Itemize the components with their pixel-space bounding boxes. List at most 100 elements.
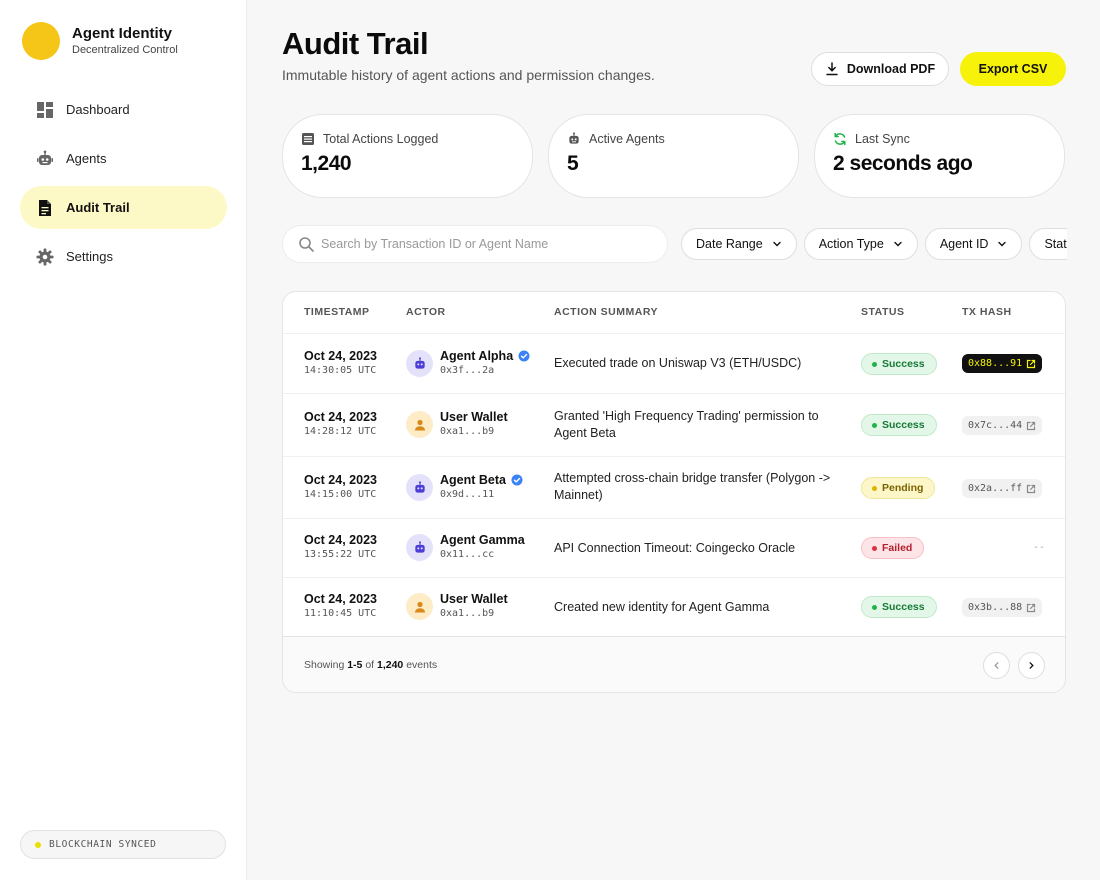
chevron-down-icon — [894, 241, 902, 247]
stat-value: 2 seconds ago — [833, 152, 973, 175]
row-time: 13:55:22 UTC — [304, 549, 377, 560]
download-pdf-label: Download PDF — [846, 62, 936, 76]
status-text: Success — [882, 358, 925, 370]
user-icon — [414, 419, 425, 430]
robot-icon — [569, 132, 579, 144]
dashboard-icon — [35, 100, 55, 120]
search-input[interactable] — [321, 237, 641, 251]
column-header-status[interactable]: STATUS — [861, 306, 905, 318]
action-summary: API Connection Timeout: Coingecko Oracle — [554, 541, 796, 555]
audit-table: TIMESTAMP ACTOR ACTION SUMMARY STATUS TX… — [282, 291, 1066, 693]
stat-label: Last Sync — [855, 132, 910, 146]
table-footer: Showing 1-5 of 1,240 events — [283, 636, 1065, 692]
row-date: Oct 24, 2023 — [304, 533, 377, 547]
external-link-icon — [1027, 421, 1036, 430]
user-avatar — [406, 411, 433, 438]
sync-icon — [834, 132, 846, 146]
brand[interactable]: Agent Identity Decentralized Control — [22, 22, 178, 60]
download-icon — [826, 62, 838, 76]
row-date: Oct 24, 2023 — [304, 349, 377, 363]
gear-icon — [35, 247, 55, 267]
brand-subtitle: Decentralized Control — [72, 44, 178, 56]
actor-name[interactable]: Agent Gamma — [440, 533, 525, 547]
filter-agent-id[interactable]: Agent ID — [924, 228, 1023, 260]
next-page-button[interactable] — [1018, 652, 1045, 679]
row-date: Oct 24, 2023 — [304, 410, 377, 424]
row-date: Oct 24, 2023 — [304, 592, 377, 606]
table-row[interactable]: Oct 24, 2023 14:15:00 UTC Agent Beta 0x9… — [283, 456, 1065, 518]
robot-icon — [414, 480, 425, 493]
agent-avatar — [406, 474, 433, 501]
robot-icon — [414, 540, 425, 553]
filter-label: Stat — [1044, 237, 1067, 251]
filter-bar: Date Range Action Type Agent ID Stat — [681, 228, 1067, 261]
download-pdf-button[interactable]: Download PDF — [811, 52, 949, 86]
status-text: Success — [882, 419, 925, 431]
status-badge: Pending — [861, 477, 936, 499]
stat-label: Total Actions Logged — [323, 132, 439, 146]
actor-address: 0xa1...b9 — [440, 426, 495, 437]
stat-value: 5 — [567, 152, 579, 175]
search-icon — [299, 236, 314, 252]
export-csv-button[interactable]: Export CSV — [960, 52, 1066, 86]
sidebar-item-settings[interactable]: Settings — [20, 235, 227, 278]
external-link-icon — [1027, 359, 1036, 368]
brand-title: Agent Identity — [72, 25, 172, 42]
prev-page-button[interactable] — [983, 652, 1010, 679]
column-header-tx-hash[interactable]: TX HASH — [962, 306, 1012, 318]
page-title: Audit Trail — [282, 26, 429, 61]
search-bar[interactable] — [282, 225, 668, 263]
column-header-action-summary[interactable]: ACTION SUMMARY — [554, 306, 659, 318]
actor-name[interactable]: User Wallet — [440, 592, 508, 606]
chevron-down-icon — [773, 241, 781, 247]
user-avatar — [406, 593, 433, 620]
stat-card-last-sync: Last Sync 2 seconds ago — [814, 114, 1065, 198]
table-row[interactable]: Oct 24, 2023 11:10:45 UTC User Wallet 0x… — [283, 577, 1065, 636]
stat-card-total-actions: Total Actions Logged 1,240 — [282, 114, 533, 198]
filter-action-type[interactable]: Action Type — [803, 228, 918, 260]
page-subtitle: Immutable history of agent actions and p… — [282, 67, 655, 83]
sync-status-text: BLOCKCHAIN SYNCED — [49, 839, 157, 850]
column-header-actor[interactable]: ACTOR — [406, 306, 446, 318]
sidebar-item-label: Audit Trail — [66, 200, 130, 215]
actor-address: 0xa1...b9 — [440, 608, 495, 619]
tx-hash-text: 0x7c...44 — [968, 420, 1023, 431]
tx-hash-link[interactable]: 0x7c...44 — [962, 416, 1043, 435]
tx-hash-text: 0x88...91 — [968, 358, 1023, 369]
agent-avatar — [406, 534, 433, 561]
filter-status[interactable]: Stat — [1029, 228, 1067, 260]
table-row[interactable]: Oct 24, 2023 14:28:12 UTC User Wallet 0x… — [283, 393, 1065, 456]
tx-hash-link[interactable]: 0x2a...ff — [962, 479, 1043, 498]
filter-label: Date Range — [696, 237, 763, 251]
column-header-timestamp[interactable]: TIMESTAMP — [304, 306, 370, 318]
actor-name[interactable]: User Wallet — [440, 410, 508, 424]
external-link-icon — [1027, 484, 1036, 493]
agent-avatar — [406, 350, 433, 377]
sidebar-item-label: Dashboard — [66, 102, 130, 117]
pagination-summary: Showing 1-5 of 1,240 events — [304, 659, 438, 671]
tx-hash-link[interactable]: 0x88...91 — [962, 354, 1043, 373]
table-row[interactable]: Oct 24, 2023 14:30:05 UTC Agent Alpha 0x… — [283, 333, 1065, 393]
action-summary: Created new identity for Agent Gamma — [554, 600, 770, 614]
action-summary: Granted 'High Frequency Trading' permiss… — [554, 409, 819, 440]
robot-icon — [35, 149, 55, 169]
robot-icon — [414, 356, 425, 369]
table-row[interactable]: Oct 24, 2023 13:55:22 UTC Agent Gamma 0x… — [283, 518, 1065, 577]
sidebar-item-audit-trail[interactable]: Audit Trail — [20, 186, 227, 229]
row-time: 14:15:00 UTC — [304, 489, 377, 500]
tx-hash-link[interactable]: 0x3b...88 — [962, 598, 1043, 617]
stat-card-active-agents: Active Agents 5 — [548, 114, 799, 198]
row-date: Oct 24, 2023 — [304, 473, 377, 487]
status-text: Pending — [882, 482, 924, 494]
chevron-right-icon — [1029, 662, 1034, 669]
sidebar-item-agents[interactable]: Agents — [20, 137, 227, 180]
actor-name[interactable]: Agent Beta — [440, 473, 506, 487]
external-link-icon — [1027, 603, 1036, 612]
tx-hash-empty: -- — [1033, 542, 1046, 553]
verified-badge-icon — [511, 474, 523, 486]
row-time: 11:10:45 UTC — [304, 608, 377, 619]
filter-date-range[interactable]: Date Range — [681, 228, 797, 260]
sidebar-item-dashboard[interactable]: Dashboard — [20, 88, 227, 131]
actor-name[interactable]: Agent Alpha — [440, 349, 514, 363]
actor-address: 0x9d...11 — [440, 489, 495, 500]
